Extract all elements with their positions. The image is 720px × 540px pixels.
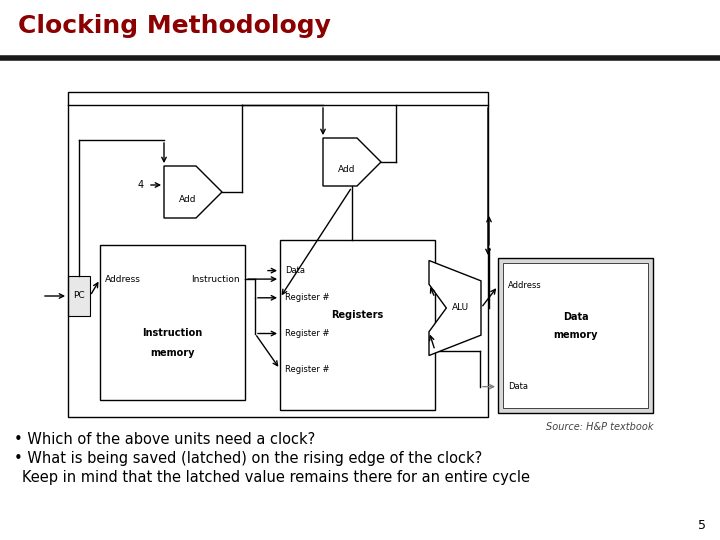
Polygon shape: [323, 138, 381, 186]
Polygon shape: [429, 260, 481, 355]
Text: Source: H&P textbook: Source: H&P textbook: [546, 422, 653, 432]
Polygon shape: [164, 166, 222, 218]
Text: Data: Data: [563, 312, 588, 322]
Bar: [100, 245, 245, 400]
Text: 5: 5: [698, 519, 706, 532]
Text: • What is being saved (latched) on the rising edge of the clock?: • What is being saved (latched) on the r…: [14, 451, 482, 466]
Bar: [498, 258, 653, 413]
Bar: [503, 263, 648, 408]
Text: Instruction: Instruction: [192, 275, 240, 284]
Text: Register #: Register #: [285, 329, 330, 338]
Text: Register #: Register #: [285, 293, 330, 302]
Text: Address: Address: [105, 275, 141, 284]
Text: Data: Data: [285, 266, 305, 275]
Bar: [280, 240, 435, 410]
Text: memory: memory: [150, 348, 194, 359]
Text: ALU: ALU: [451, 303, 469, 313]
Text: Add: Add: [179, 195, 197, 205]
Text: Register #: Register #: [285, 364, 330, 374]
Text: memory: memory: [553, 330, 598, 341]
Text: • Which of the above units need a clock?: • Which of the above units need a clock?: [14, 432, 315, 447]
Text: Address: Address: [508, 281, 541, 291]
Text: PC: PC: [73, 292, 85, 300]
Text: Data: Data: [508, 382, 528, 391]
Bar: [68, 276, 90, 316]
Text: Clocking Methodology: Clocking Methodology: [18, 14, 331, 38]
Text: Registers: Registers: [331, 310, 384, 320]
Text: Keep in mind that the latched value remains there for an entire cycle: Keep in mind that the latched value rema…: [22, 470, 530, 485]
Text: 4: 4: [138, 180, 144, 190]
Text: Instruction: Instruction: [143, 328, 202, 339]
Text: Add: Add: [338, 165, 356, 173]
Bar: [68, 92, 488, 417]
